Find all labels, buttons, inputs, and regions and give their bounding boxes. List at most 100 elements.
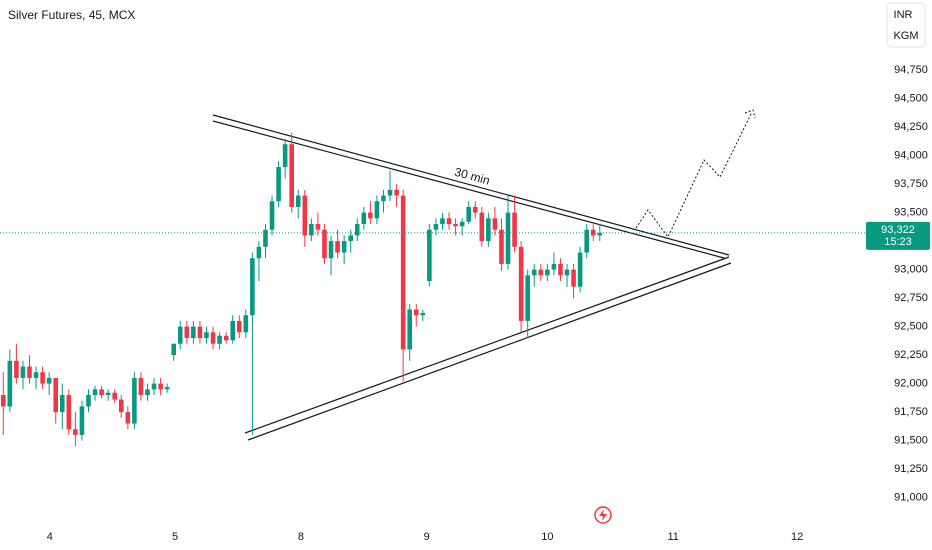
candle-body <box>289 144 294 207</box>
candle-body <box>368 212 373 219</box>
candle-body <box>92 389 98 396</box>
candle-body <box>394 189 399 196</box>
candle-body <box>171 343 177 356</box>
candle-body <box>413 309 419 316</box>
candle-body <box>263 229 268 247</box>
candle-body <box>197 326 203 339</box>
candle-body <box>341 241 347 253</box>
candle-body <box>282 144 288 168</box>
candle-body <box>354 224 360 236</box>
candle-body <box>440 218 445 225</box>
candle-body <box>564 269 570 276</box>
candle-body <box>374 201 380 219</box>
candle-body <box>446 218 452 225</box>
candle-body <box>472 206 478 213</box>
candle-body <box>551 263 557 270</box>
candle-body <box>20 366 26 378</box>
candle-body <box>7 360 13 407</box>
candle-body <box>597 232 603 236</box>
candle-body <box>217 335 222 344</box>
candle-body <box>427 229 432 282</box>
y-tick-label: 93,500 <box>894 207 928 219</box>
x-tick-label: 12 <box>791 531 803 543</box>
candle-body <box>177 326 183 344</box>
x-tick-label: 4 <box>47 531 53 543</box>
candle-body <box>112 392 118 400</box>
candle-body <box>132 377 137 424</box>
candle-body <box>459 221 465 227</box>
candle-body <box>361 212 367 225</box>
last-price-label: 93,322 <box>881 224 915 236</box>
x-tick-label: 5 <box>172 531 178 543</box>
candle-body <box>348 235 353 242</box>
candle-body <box>269 201 275 230</box>
candle-body <box>420 312 426 316</box>
candle-body <box>14 360 19 378</box>
y-tick-label: 94,250 <box>894 121 928 133</box>
candle-body <box>518 246 524 321</box>
candle-body <box>46 377 52 384</box>
event-icon-bolt <box>599 509 607 521</box>
x-tick-label: 9 <box>424 531 430 543</box>
candle-body <box>492 218 498 230</box>
unit-box[interactable] <box>886 2 926 48</box>
candle-body <box>276 167 281 202</box>
candle-body <box>558 263 563 276</box>
candle-body <box>79 406 85 435</box>
candle-body <box>545 269 550 276</box>
candle-body <box>158 383 163 390</box>
candle-body <box>191 326 196 339</box>
candle-body <box>322 229 327 259</box>
event-icon[interactable] <box>594 506 612 524</box>
candle-body <box>335 241 340 253</box>
candle-body <box>584 229 589 253</box>
candle-body <box>381 195 386 202</box>
x-tick-label: 8 <box>298 531 304 543</box>
candle-body <box>151 383 157 390</box>
candle-body <box>387 189 393 196</box>
candle-body <box>73 429 78 435</box>
projection-path <box>635 111 753 238</box>
candle-body <box>184 326 190 339</box>
candle-body <box>53 377 59 413</box>
candle-body <box>243 315 249 333</box>
candle-body <box>433 224 439 230</box>
currency: INR <box>894 9 913 21</box>
candle-body <box>525 275 530 321</box>
candle-body <box>400 195 406 350</box>
y-tick-label: 91,500 <box>894 435 928 447</box>
countdown: 15:23 <box>884 236 912 248</box>
candle-body <box>0 395 6 407</box>
y-tick-label: 91,250 <box>894 463 928 475</box>
candle-body <box>302 195 308 236</box>
candle-body <box>27 366 32 378</box>
last-price-badge <box>866 221 930 250</box>
candle-body <box>295 195 301 207</box>
y-tick-label: 91,000 <box>894 492 928 504</box>
y-tick-label: 94,750 <box>894 64 928 76</box>
y-tick-label: 92,250 <box>894 349 928 361</box>
chart-title: Silver Futures, 45, MCX <box>8 8 135 22</box>
candle-body <box>223 335 229 341</box>
candle-body <box>531 269 537 276</box>
upper-trendline <box>212 120 725 259</box>
candle-body <box>145 389 150 396</box>
candle-body <box>250 258 255 316</box>
candle-body <box>486 218 491 242</box>
candle-body <box>59 395 65 413</box>
candle-body <box>328 241 334 259</box>
candle-body <box>315 224 321 230</box>
candle-body <box>118 399 124 413</box>
candle-body <box>105 392 111 396</box>
candle-body <box>40 372 45 384</box>
candle-body <box>230 320 236 341</box>
y-tick-label: 92,000 <box>894 378 928 390</box>
candle-body <box>256 246 262 259</box>
candle-body <box>538 269 544 276</box>
x-tick-label: 11 <box>668 531 679 543</box>
candle-body <box>499 229 504 264</box>
candle-body <box>571 269 576 287</box>
